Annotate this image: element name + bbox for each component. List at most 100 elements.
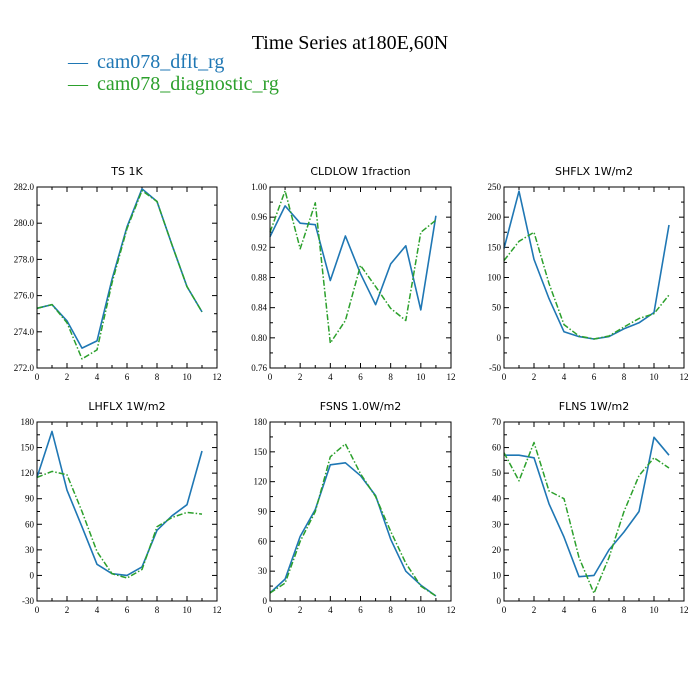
x-tick-label: 2 [65, 372, 70, 382]
series-line-dflt [503, 190, 670, 340]
legend: — cam078_dflt_rg — cam078_diagnostic_rg [67, 51, 279, 95]
x-tick-label: 8 [155, 372, 160, 382]
y-tick-label: 50 [492, 468, 502, 478]
panel-cldlow: CLDLOW 1fraction 0 2 4 6 8 10 12 0.76 0.80 0.84 0.8… [251, 165, 455, 382]
y-tick-label: 150 [488, 242, 502, 252]
y-tick-label: 280.0 [14, 218, 35, 228]
x-tick-label: 0 [502, 372, 507, 382]
y-tick-label: 0 [30, 570, 35, 580]
x-tick-label: 12 [680, 372, 689, 382]
y-tick-label: 0.96 [251, 212, 267, 222]
x-tick-label: 8 [622, 372, 627, 382]
x-tick-label: 4 [328, 605, 333, 615]
x-tick-label: 10 [650, 605, 660, 615]
y-tick-label: 30 [25, 545, 35, 555]
legend-dash-diagnostic: — [67, 73, 89, 95]
x-tick-label: 2 [298, 605, 303, 615]
x-tick-label: 10 [416, 372, 426, 382]
x-tick-label: 12 [213, 372, 222, 382]
x-tick-label: 6 [358, 605, 363, 615]
x-tick-label: 6 [125, 372, 130, 382]
x-tick-label: 2 [532, 605, 537, 615]
series-line-dflt [36, 188, 203, 349]
x-tick-label: 6 [592, 605, 597, 615]
y-tick-label: 10 [492, 570, 502, 580]
y-tick-label: 60 [492, 443, 502, 453]
y-tick-label: 0 [497, 333, 502, 343]
series-line-diagnostic [269, 443, 437, 597]
figure-title: Time Series at180E,60N [252, 32, 448, 54]
x-tick-label: 4 [95, 605, 100, 615]
y-tick-label: 272.0 [14, 363, 35, 373]
x-tick-label: 2 [298, 372, 303, 382]
panel-ts: TS 1K 0 2 4 6 8 10 12 272.0 274.0 276.0 278.0 280.0 2… [14, 165, 222, 382]
series-line-dflt [36, 430, 203, 577]
x-tick-label: 12 [680, 605, 689, 615]
legend-entry-dflt: — cam078_dflt_rg [67, 51, 224, 73]
y-tick-label: 120 [21, 468, 35, 478]
y-tick-label: 1.00 [251, 182, 267, 192]
y-tick-label: 70 [492, 417, 502, 427]
x-tick-label: 4 [562, 372, 567, 382]
y-tick-label: 90 [258, 507, 268, 517]
panel-title-shflx: SHFLX 1W/m2 [555, 165, 633, 178]
x-tick-label: 2 [532, 372, 537, 382]
x-tick-label: 4 [562, 605, 567, 615]
x-tick-label: 4 [95, 372, 100, 382]
x-tick-label: 8 [388, 372, 393, 382]
x-tick-label: 0 [268, 605, 273, 615]
y-tick-label: 0.80 [251, 333, 267, 343]
legend-entry-diagnostic: — cam078_diagnostic_rg [67, 73, 279, 95]
y-tick-label: 60 [258, 536, 268, 546]
x-tick-label: 6 [592, 372, 597, 382]
y-tick-label: 278.0 [14, 254, 35, 264]
panel-title-flns: FLNS 1W/m2 [559, 400, 629, 413]
y-tick-label: 30 [258, 566, 268, 576]
y-tick-label: 150 [254, 447, 268, 457]
x-tick-label: 12 [447, 605, 456, 615]
panel-title-lhflx: LHFLX 1W/m2 [88, 400, 165, 413]
x-tick-label: 0 [268, 372, 273, 382]
series-line-dflt [504, 436, 670, 578]
series-line-diagnostic [503, 441, 670, 595]
x-tick-label: 10 [183, 605, 193, 615]
y-tick-label: 30 [492, 519, 502, 529]
x-tick-label: 12 [213, 605, 222, 615]
x-tick-label: 8 [388, 605, 393, 615]
y-tick-label: 200 [488, 212, 502, 222]
panel-title-fsns: FSNS 1.0W/m2 [320, 400, 402, 413]
y-tick-label: 150 [21, 443, 35, 453]
plot-frame [269, 186, 452, 369]
panels: TS 1K 0 2 4 6 8 10 12 272.0 274.0 276.0 278.0 280.0 2… [14, 165, 689, 615]
x-tick-label: 0 [35, 372, 40, 382]
plot-frame [36, 186, 218, 369]
series-line-dflt [269, 205, 437, 311]
plot-frame [503, 186, 685, 369]
y-tick-label: 90 [25, 494, 35, 504]
x-tick-label: 6 [125, 605, 130, 615]
x-tick-label: 12 [447, 372, 456, 382]
panel-flns: FLNS 1W/m2 0 2 4 6 8 10 12 0 10 20 30 40 50 60 70 [492, 400, 689, 615]
x-tick-label: 2 [65, 605, 70, 615]
y-tick-label: -50 [489, 363, 501, 373]
plot-frame [36, 421, 218, 602]
y-tick-label: 0.88 [251, 273, 267, 283]
plot-frame [269, 421, 452, 602]
y-tick-label: 20 [492, 545, 502, 555]
y-tick-label: 276.0 [14, 291, 35, 301]
y-tick-label: 60 [25, 519, 35, 529]
legend-label-dflt: cam078_dflt_rg [97, 51, 224, 73]
x-tick-label: 10 [183, 372, 193, 382]
y-tick-label: 0.92 [251, 242, 267, 252]
series-line-diagnostic [36, 189, 203, 360]
x-tick-label: 10 [650, 372, 660, 382]
series-line-diagnostic [503, 231, 670, 340]
panel-title-ts: TS 1K [110, 165, 143, 178]
series-line-diagnostic [269, 190, 437, 344]
y-tick-label: 100 [488, 273, 502, 283]
x-tick-label: 8 [155, 605, 160, 615]
x-tick-label: 0 [35, 605, 40, 615]
